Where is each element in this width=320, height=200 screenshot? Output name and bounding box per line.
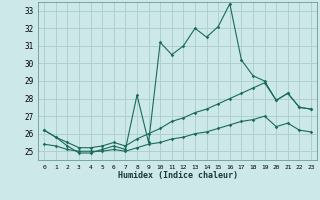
X-axis label: Humidex (Indice chaleur): Humidex (Indice chaleur): [118, 171, 238, 180]
